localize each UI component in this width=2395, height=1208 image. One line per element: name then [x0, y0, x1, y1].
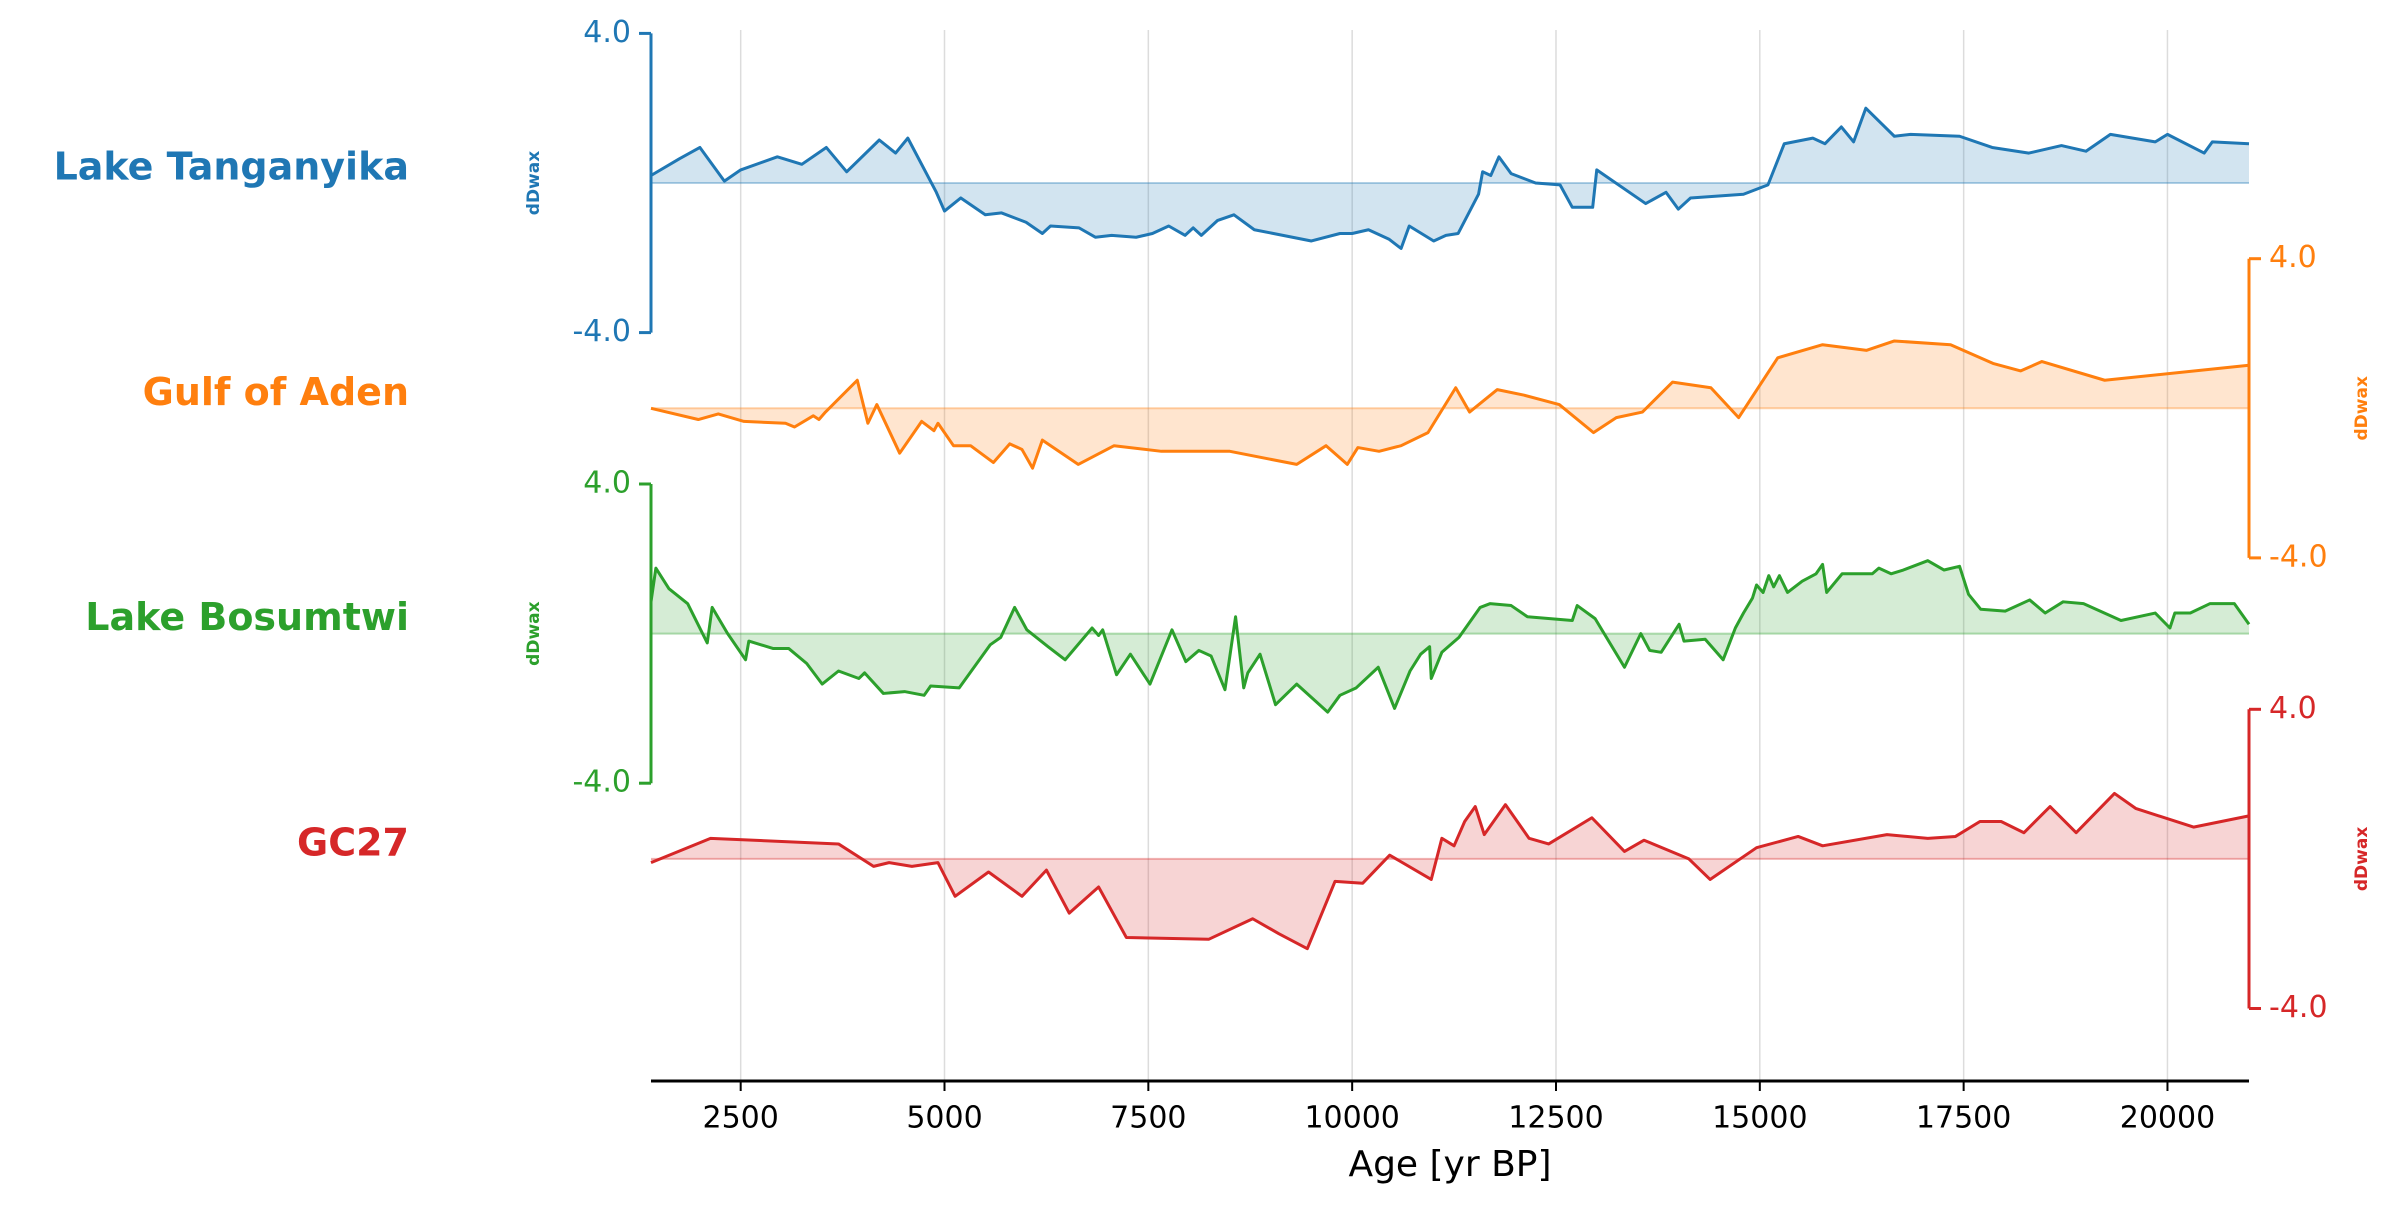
area: [651, 560, 2249, 713]
series-name: GC27: [297, 820, 409, 864]
area: [651, 108, 2249, 249]
line: [650, 106, 2250, 250]
x-tick-label: 10000: [1304, 1101, 1399, 1136]
y-axis-label: dDwax: [524, 151, 544, 215]
area: [651, 340, 2249, 469]
line: [650, 339, 2250, 470]
y-tick-label: 4.0: [583, 15, 631, 50]
y-tick-label: -4.0: [572, 765, 631, 800]
y-tick-label: -4.0: [2269, 539, 2328, 574]
y-axis-label: dDwax: [2352, 827, 2372, 891]
x-tick-label: 5000: [906, 1101, 982, 1136]
x-tick-label: 15000: [1712, 1101, 1807, 1136]
x-tick-label: 7500: [1110, 1101, 1186, 1136]
y-tick-label: 4.0: [2269, 240, 2317, 275]
x-tick-label: 12500: [1508, 1101, 1603, 1136]
y-tick-label: -4.0: [572, 314, 631, 349]
x-axis-label: Age [yr BP]: [1348, 1144, 1551, 1185]
x-tick-label: 2500: [703, 1101, 779, 1136]
x-tick-label: 20000: [2120, 1101, 2215, 1136]
series-name: Lake Bosumtwi: [85, 595, 409, 639]
y-tick-label: -4.0: [2269, 990, 2328, 1025]
line: [649, 559, 2251, 714]
y-axis-label: dDwax: [524, 601, 544, 665]
y-tick-label: 4.0: [2269, 691, 2317, 726]
area: [651, 793, 2249, 949]
line: [650, 791, 2250, 951]
series-name: Lake Tanganyika: [54, 145, 409, 189]
y-tick-label: 4.0: [583, 466, 631, 501]
y-axis-label: dDwax: [2352, 376, 2372, 440]
x-tick-label: 17500: [1916, 1101, 2011, 1136]
series-name: Gulf of Aden: [143, 370, 409, 414]
